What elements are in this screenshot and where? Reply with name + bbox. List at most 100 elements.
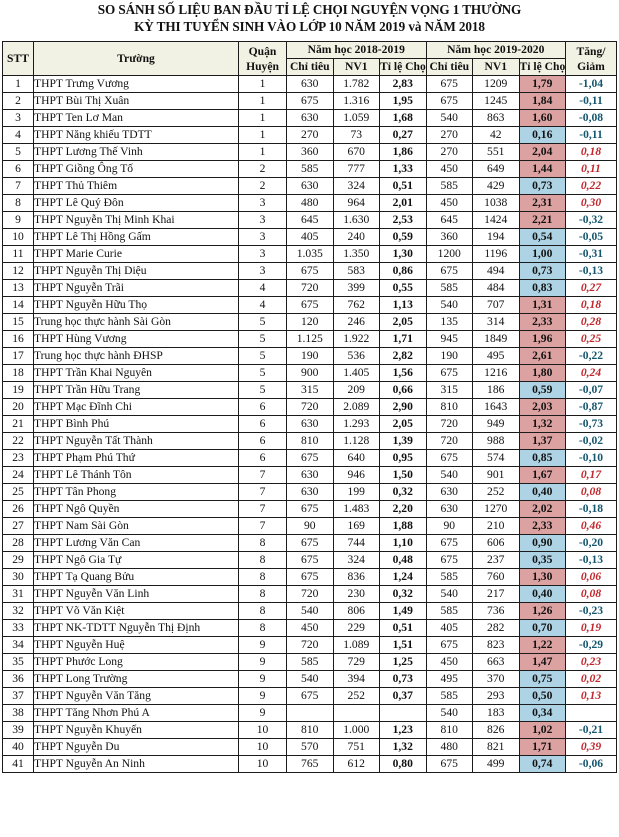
cell-nv1-2019: 252 [472, 483, 520, 501]
cell-chi-tieu-2019: 450 [425, 653, 473, 671]
cell-stt: 33 [2, 619, 34, 637]
cell-stt: 16 [2, 330, 34, 348]
cell-quan-huyen: 9 [238, 653, 287, 671]
cell-ti-le-choi-2019: 0,40 [518, 483, 566, 501]
cell-truong: THPT NK-TDTT Nguyễn Thị Định [33, 619, 239, 637]
cell-tang-giam: 0,17 [565, 466, 617, 484]
cell-chi-tieu-2018: 675 [286, 262, 334, 280]
cell-ti-le-choi-2018: 1,88 [379, 517, 427, 535]
table-row: 10 THPT Lê Thị Hồng Gấm 3 405 240 0,59 360 194 0… [2, 228, 617, 246]
cell-chi-tieu-2018: 720 [286, 279, 334, 297]
cell-tang-giam: 0,19 [565, 619, 617, 637]
cell-ti-le-choi-2018 [379, 704, 427, 722]
cell-ti-le-choi-2018: 2,01 [379, 194, 427, 212]
cell-ti-le-choi-2018: 1,68 [379, 109, 427, 127]
cell-ti-le-choi-2019: 1,30 [518, 568, 566, 586]
cell-tang-giam: 0,08 [565, 483, 617, 501]
cell-ti-le-choi-2019: 0,74 [518, 755, 566, 773]
table-body: 1 THPT Trưng Vương 1 630 1.782 2,83 675 1209 1,7… [2, 75, 617, 773]
cell-chi-tieu-2019: 675 [425, 755, 473, 773]
cell-quan-huyen: 1 [238, 143, 287, 161]
table-row: 25 THPT Tân Phong 7 630 199 0,32 630 252 0,40 0,0… [2, 483, 617, 501]
column-header-quan-huyen: Quận Huyện [238, 41, 287, 76]
cell-nv1-2018: 324 [332, 177, 380, 195]
cell-stt: 35 [2, 653, 34, 671]
cell-chi-tieu-2018: 315 [286, 381, 334, 399]
cell-ti-le-choi-2018: 0,51 [379, 619, 427, 637]
cell-quan-huyen: 5 [238, 364, 287, 382]
cell-chi-tieu-2018: 810 [286, 432, 334, 450]
cell-ti-le-choi-2019: 1,80 [518, 364, 566, 382]
cell-truong: THPT Long Trường [33, 670, 239, 688]
cell-truong: THPT Nguyễn Huệ [33, 636, 239, 654]
cell-nv1-2019: 1209 [472, 75, 520, 93]
table-row: 7 THPT Thủ Thiêm 2 630 324 0,51 585 429 0,73 0,22 [2, 177, 617, 195]
table-row: 2 THPT Bùi Thị Xuân 1 675 1.316 1,95 675 1245 1,… [2, 92, 617, 110]
cell-nv1-2019: 499 [472, 755, 520, 773]
cell-ti-le-choi-2019: 1,96 [518, 330, 566, 348]
cell-ti-le-choi-2019: 1,79 [518, 75, 566, 93]
cell-tang-giam: -0,20 [565, 534, 617, 552]
cell-chi-tieu-2019: 540 [425, 109, 473, 127]
cell-nv1-2018: 729 [332, 653, 380, 671]
cell-stt: 12 [2, 262, 34, 280]
cell-chi-tieu-2019: 945 [425, 330, 473, 348]
cell-tang-giam: 0,25 [565, 330, 617, 348]
cell-stt: 34 [2, 636, 34, 654]
cell-tang-giam: -0,23 [565, 602, 617, 620]
cell-chi-tieu-2018: 675 [286, 568, 334, 586]
cell-stt: 5 [2, 143, 34, 161]
cell-stt: 24 [2, 466, 34, 484]
cell-truong: THPT Bình Phú [33, 415, 239, 433]
cell-truong: THPT Nguyễn Văn Linh [33, 585, 239, 603]
table-row: 31 THPT Nguyễn Văn Linh 8 720 230 0,32 540 217 0… [2, 585, 617, 603]
cell-nv1-2018: 583 [332, 262, 380, 280]
cell-tang-giam: -0,02 [565, 432, 617, 450]
comparison-table: STT Trường Quận Huyện Năm học 2018-2019 … [2, 41, 617, 773]
cell-nv1-2018: 73 [332, 126, 380, 144]
cell-nv1-2018: 230 [332, 585, 380, 603]
cell-truong: THPT Lê Thánh Tôn [33, 466, 239, 484]
cell-tang-giam: -1,04 [565, 75, 617, 93]
cell-ti-le-choi-2018: 1,25 [379, 653, 427, 671]
cell-truong: THPT Thủ Thiêm [33, 177, 239, 195]
cell-truong: THPT Phạm Phú Thứ [33, 449, 239, 467]
cell-stt: 20 [2, 398, 34, 416]
cell-tang-giam: -0,08 [565, 109, 617, 127]
cell-tang-giam: 0,28 [565, 313, 617, 331]
cell-chi-tieu-2018: 645 [286, 211, 334, 229]
cell-quan-huyen: 8 [238, 585, 287, 603]
cell-truong: THPT Nguyễn Hữu Thọ [33, 296, 239, 314]
cell-nv1-2019: 186 [472, 381, 520, 399]
cell-nv1-2019: 282 [472, 619, 520, 637]
table-row: 20 THPT Mạc Đĩnh Chi 6 720 2.089 2,90 810 1643 2… [2, 398, 617, 416]
cell-nv1-2018: 806 [332, 602, 380, 620]
table-row: 23 THPT Phạm Phú Thứ 6 675 640 0,95 675 574 0,85… [2, 449, 617, 467]
cell-tang-giam: -0,87 [565, 398, 617, 416]
cell-ti-le-choi-2018: 1,51 [379, 636, 427, 654]
page-title-line-2: KỲ THI TUYỂN SINH VÀO LỚP 10 NĂM 2019 và… [134, 18, 485, 34]
cell-nv1-2018: 394 [332, 670, 380, 688]
cell-truong: THPT Nguyễn An Ninh [33, 755, 239, 773]
cell-chi-tieu-2019: 1200 [425, 245, 473, 263]
cell-ti-le-choi-2018: 2,05 [379, 313, 427, 331]
cell-nv1-2019: 1270 [472, 500, 520, 518]
cell-nv1-2019: 183 [472, 704, 520, 722]
cell-truong: THPT Ngô Gia Tự [33, 551, 239, 569]
cell-ti-le-choi-2018: 0,73 [379, 670, 427, 688]
cell-nv1-2018: 836 [332, 568, 380, 586]
cell-chi-tieu-2018: 675 [286, 92, 334, 110]
cell-truong: THPT Lê Thị Hồng Gấm [33, 228, 239, 246]
cell-truong: THPT Ten Lơ Man [33, 109, 239, 127]
cell-truong: THPT Nguyễn Văn Tăng [33, 687, 239, 705]
cell-tang-giam: -0,73 [565, 415, 617, 433]
cell-ti-le-choi-2018: 1,49 [379, 602, 427, 620]
cell-nv1-2018: 1.782 [332, 75, 380, 93]
cell-tang-giam: 0,22 [565, 177, 617, 195]
cell-chi-tieu-2018: 675 [286, 449, 334, 467]
cell-tang-giam: -0,31 [565, 245, 617, 263]
cell-nv1-2018: 169 [332, 517, 380, 535]
cell-nv1-2019: 293 [472, 687, 520, 705]
cell-nv1-2019: 370 [472, 670, 520, 688]
cell-nv1-2019: 821 [472, 738, 520, 756]
